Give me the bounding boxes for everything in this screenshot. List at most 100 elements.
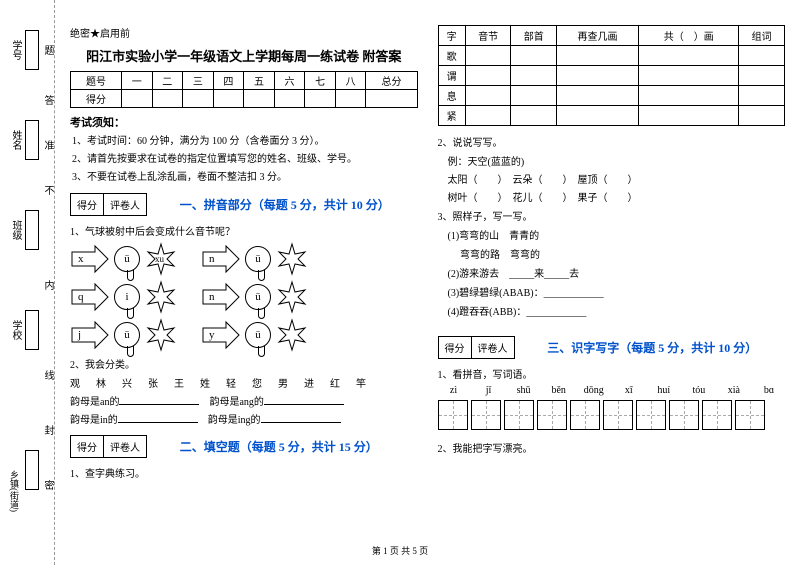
question-2-3: 3、照样子，写一写。 <box>438 208 786 223</box>
spine-box <box>25 210 39 250</box>
score-label: 得分 <box>71 436 104 457</box>
pinyin-diagram-row: q i n ü <box>70 280 418 314</box>
row-char: 息 <box>438 86 465 106</box>
row-char: 歌 <box>438 46 465 66</box>
binding-spine: 学号 题 答 姓名 准 不 班级 内 学校 线 封 乡镇(街道) 密 <box>0 0 55 565</box>
spine-vert: 准 <box>40 140 55 150</box>
pinyin-row: zì jǐ shū běn dōng xī huí tóu xià bɑ <box>438 385 786 396</box>
score-label: 得分 <box>439 337 472 358</box>
star-icon: xu <box>144 242 178 276</box>
question-2-1: 1、查字典练习。 <box>70 465 418 480</box>
q-line: (2)游来游去 _____来_____去 <box>448 265 786 280</box>
pinyin: xià <box>718 385 750 396</box>
question-1-2: 2、我会分类。 <box>70 356 418 371</box>
th: 三 <box>183 72 214 90</box>
row-char: 谓 <box>438 66 465 86</box>
svg-text:j: j <box>77 329 81 341</box>
spine-label: 班级 <box>8 220 23 240</box>
svg-text:n: n <box>209 291 215 303</box>
score-entry-box: 得分 评卷人 <box>70 435 147 458</box>
arrow-icon: n <box>201 244 241 274</box>
exam-title: 阳江市实验小学一年级语文上学期每周一练试卷 附答案 <box>70 46 418 65</box>
score-label: 得分 <box>71 194 104 215</box>
spine-vert: 密 <box>40 480 55 490</box>
svg-text:y: y <box>209 329 215 341</box>
section-1-header: 一、拼音部分（每题 5 分，共计 10 分） <box>180 196 390 213</box>
score-entry-box: 得分 评卷人 <box>438 336 515 359</box>
star-icon <box>144 318 178 352</box>
tianzige-cell <box>471 400 501 430</box>
notice-line: 2、请首先按要求在试卷的指定位置填写您的姓名、班级、学号。 <box>72 151 418 169</box>
secret-label: 绝密★启用前 <box>70 25 418 40</box>
tianzige-cell <box>669 400 699 430</box>
q-line: 弯弯的路 弯弯的 <box>448 246 786 261</box>
spine-box <box>25 120 39 160</box>
svg-text:q: q <box>78 291 84 303</box>
star-icon <box>275 280 309 314</box>
th: 组词 <box>739 26 785 46</box>
pinyin: dōng <box>578 385 610 396</box>
star-icon <box>275 242 309 276</box>
row-label: 得分 <box>71 90 122 108</box>
pinyin: xī <box>613 385 645 396</box>
arrow-icon: n <box>201 282 241 312</box>
grader-label: 评卷人 <box>104 194 146 215</box>
question-1-1: 1、气球被射中后会变成什么音节呢？ <box>70 223 418 238</box>
row-char: 紧 <box>438 106 465 126</box>
th: 音节 <box>465 26 511 46</box>
pinyin: bɑ <box>753 385 785 396</box>
tianzige-cell <box>537 400 567 430</box>
fill-line: 太阳（ ） 云朵（ ） 屋顶（ ） <box>448 171 786 186</box>
question-2-2: 2、说说写写。 <box>438 134 786 149</box>
notice-line: 1、考试时间：60 分钟，满分为 100 分（含卷面分 3 分）。 <box>72 133 418 151</box>
balloon-icon: ü <box>245 284 271 310</box>
arrow-icon: q <box>70 282 110 312</box>
spine-box <box>25 30 39 70</box>
right-column: 字 音节 部首 再查几画 共（ ）画 组词 歌 谓 息 紧 2、说说写写。 例：… <box>438 25 786 555</box>
th: 七 <box>305 72 336 90</box>
char-list: 观 林 兴 张 王 姓 轻 您 男 进 红 竿 <box>70 375 418 390</box>
spine-vert: 封 <box>40 425 55 435</box>
arrow-icon: x <box>70 244 110 274</box>
th: 二 <box>152 72 183 90</box>
pinyin-diagram-row: j ü y ü <box>70 318 418 352</box>
pinyin: huí <box>648 385 680 396</box>
pinyin-diagram-row: x ü xu n ü <box>70 242 418 276</box>
tianzige-cell <box>438 400 468 430</box>
spine-vert: 答 <box>40 95 55 105</box>
notice-title: 考试须知： <box>70 114 418 130</box>
star-icon <box>275 318 309 352</box>
score-entry-box: 得分 评卷人 <box>70 193 147 216</box>
tianzige-cell <box>603 400 633 430</box>
star-icon <box>144 280 178 314</box>
question-3-2: 2、我能把字写漂亮。 <box>438 440 786 455</box>
fill-line: 韵母是an的 韵母是ang的 <box>70 393 418 408</box>
th: 一 <box>121 72 152 90</box>
tianzige-row <box>438 400 786 430</box>
section-3-header: 三、识字写字（每题 5 分，共计 10 分） <box>547 339 757 356</box>
tianzige-cell <box>735 400 765 430</box>
tianzige-cell <box>636 400 666 430</box>
svg-text:x: x <box>78 253 84 265</box>
tianzige-cell <box>504 400 534 430</box>
fill-line: 树叶（ ） 花儿（ ） 果子（ ） <box>448 189 786 204</box>
balloon-icon: ü <box>114 246 140 272</box>
char-table: 字 音节 部首 再查几画 共（ ）画 组词 歌 谓 息 紧 <box>438 25 786 126</box>
spine-vert: 题 <box>40 45 55 55</box>
arrow-icon: y <box>201 320 241 350</box>
spine-box <box>25 450 39 490</box>
q-line: (4)蹬吞吞(ABB)：____________ <box>448 303 786 318</box>
arrow-icon: j <box>70 320 110 350</box>
pinyin: jǐ <box>473 385 505 396</box>
balloon-icon: ü <box>245 246 271 272</box>
spine-vert: 不 <box>40 185 55 195</box>
spine-label: 学校 <box>8 320 23 340</box>
pinyin: shū <box>508 385 540 396</box>
pinyin: zì <box>438 385 470 396</box>
grader-label: 评卷人 <box>104 436 146 457</box>
th: 四 <box>213 72 244 90</box>
notice-line: 3、不要在试卷上乱涂乱画，卷面不整洁扣 3 分。 <box>72 169 418 187</box>
th: 字 <box>438 26 465 46</box>
question-3-1: 1、看拼音，写词语。 <box>438 366 786 381</box>
spine-label: 乡镇(街道) <box>8 470 21 512</box>
